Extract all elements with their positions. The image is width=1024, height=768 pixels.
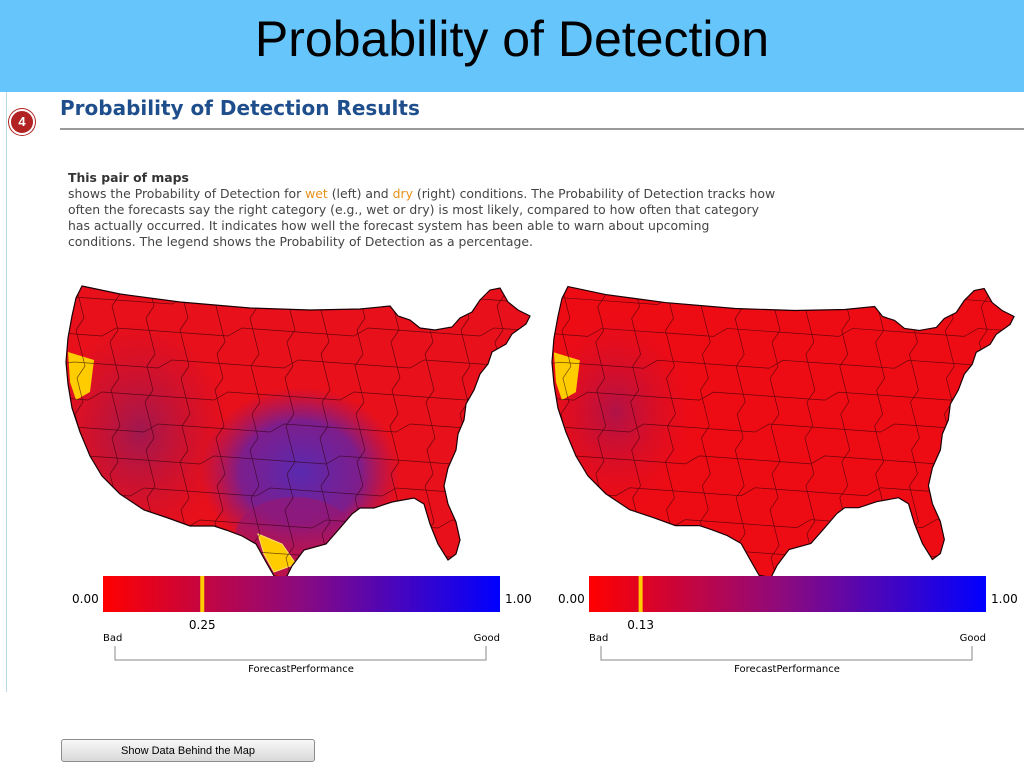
map-region-border: [319, 286, 331, 578]
dry-legend-good-label: Good: [960, 633, 986, 644]
map-region-border: [551, 359, 1015, 369]
wet-nodata-region-west: [68, 352, 94, 400]
title-bar: Probability of Detection: [0, 0, 1024, 92]
description: This pair of maps shows the Probability …: [68, 170, 778, 250]
map-region-border: [734, 286, 746, 578]
dry-legend-colorbar: [589, 576, 986, 612]
wet-legend: 0.00 0.25 1.00 Bad Good ForecastPerforma…: [72, 576, 532, 675]
map-region-border: [66, 359, 530, 369]
slide-title: Probability of Detection: [254, 11, 770, 67]
map-region-border: [66, 423, 530, 433]
wet-legend-max-label: 1.00: [505, 592, 532, 606]
section-divider: [60, 128, 1024, 130]
description-text-2: (left) and: [327, 186, 393, 201]
map-region-border: [66, 327, 530, 337]
dry-legend: 0.00 0.13 1.00 Bad Good ForecastPerforma…: [558, 576, 1018, 675]
map-region-border: [551, 328, 1015, 337]
wet-legend-bad-label: Bad: [103, 633, 122, 644]
description-lead: This pair of maps: [68, 170, 189, 185]
map-region-border: [249, 286, 261, 578]
wet-highlight: wet: [305, 186, 328, 201]
wet-legend-marker-label: 0.25: [189, 618, 216, 632]
dry-legend-bracket: [600, 646, 973, 661]
dry-legend-bad-label: Bad: [589, 633, 608, 644]
dry-legend-max-label: 1.00: [991, 592, 1018, 606]
left-divider: [6, 92, 7, 692]
show-data-button[interactable]: Show Data Behind the Map: [61, 739, 315, 762]
description-text-1: shows the Probability of Detection for: [68, 186, 306, 201]
section-title: Probability of Detection Results: [60, 96, 420, 120]
wet-legend-good-label: Good: [474, 633, 500, 644]
wet-legend-axis-label: ForecastPerformance: [248, 664, 354, 675]
dry-pod-map: [551, 286, 1015, 578]
dry-legend-min-label: 0.00: [558, 592, 585, 606]
wet-pod-map: [65, 285, 531, 578]
dry-nodata-region-west: [553, 352, 580, 401]
map-region-border: [66, 391, 530, 401]
map-region-border: [551, 423, 1015, 433]
wet-legend-marker: [200, 576, 205, 612]
wet-nodata-region-south: [257, 533, 297, 573]
dry-legend-marker: [638, 576, 643, 612]
dry-highlight: dry: [392, 186, 413, 201]
wet-legend-colorbar: [103, 576, 500, 612]
step-badge: 4: [9, 109, 35, 135]
description-text-3: (right) conditions. The Probability of D…: [68, 186, 776, 249]
dry-legend-axis-label: ForecastPerformance: [734, 664, 840, 675]
map-region-border: [551, 391, 1015, 401]
wet-legend-bracket: [114, 646, 487, 661]
dry-legend-marker-label: 0.13: [627, 618, 654, 632]
wet-legend-min-label: 0.00: [72, 592, 99, 606]
map-region-border: [804, 286, 816, 578]
